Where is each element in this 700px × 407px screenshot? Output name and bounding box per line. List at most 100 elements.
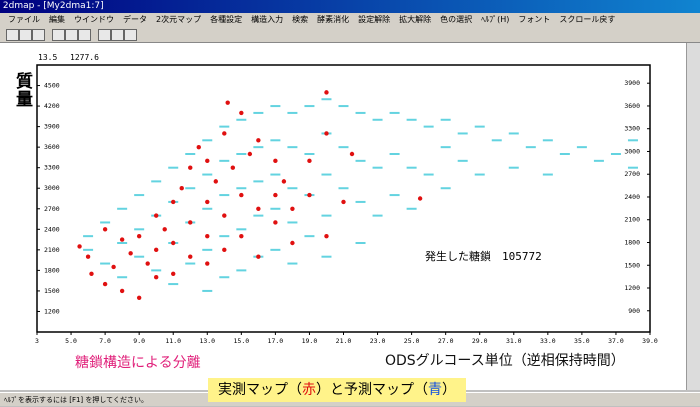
x-tick-label: 19.0	[302, 337, 318, 345]
x-tick-label: 5.0	[65, 337, 77, 345]
measured-point	[205, 199, 210, 205]
tool-about[interactable]	[111, 29, 124, 41]
predicted-point	[219, 159, 230, 162]
predicted-point	[372, 166, 383, 169]
menu-item[interactable]: ウインドウ	[74, 15, 114, 24]
measured-point	[111, 264, 116, 270]
measured-point	[247, 151, 253, 157]
measured-point	[205, 233, 210, 239]
x-tick-label: 13.0	[199, 337, 215, 345]
measured-point	[136, 233, 142, 239]
predicted-point	[270, 139, 281, 142]
measured-point	[153, 275, 159, 280]
x-tick-label: 21.0	[336, 337, 352, 345]
measured-point	[349, 151, 355, 157]
tool-print[interactable]	[98, 29, 111, 41]
predicted-point	[134, 228, 145, 231]
caption-part: ）	[442, 382, 456, 398]
measured-point	[281, 179, 287, 184]
measured-point	[307, 158, 312, 164]
predicted-point	[202, 173, 213, 176]
predicted-point	[372, 118, 383, 121]
plot-frame	[36, 64, 651, 333]
measured-point	[239, 233, 244, 239]
measured-point	[188, 165, 193, 170]
measured-point	[307, 192, 312, 198]
measured-point	[225, 100, 230, 105]
menu-item[interactable]: ﾍﾙﾌﾟ(H)	[481, 15, 510, 24]
predicted-point	[236, 153, 247, 155]
measured-point	[171, 271, 176, 277]
caption-bottom: 実測マップ（赤）と予測マップ（青）	[208, 378, 466, 402]
predicted-point	[219, 194, 230, 197]
predicted-point	[389, 153, 400, 155]
menu-item[interactable]: 構造入力	[251, 15, 284, 24]
tool-copy[interactable]	[65, 29, 78, 41]
predicted-point	[525, 146, 536, 149]
predicted-point	[168, 166, 179, 169]
y-tick-label: 1800	[44, 266, 60, 274]
corner-left: 13.5	[38, 53, 57, 62]
predicted-point	[593, 159, 604, 162]
tool-save[interactable]	[32, 29, 45, 41]
tool-cut[interactable]	[52, 29, 65, 41]
menu-item[interactable]: 検索	[292, 15, 309, 24]
menu-item[interactable]: 酵素消化	[317, 15, 350, 24]
predicted-point	[83, 248, 94, 251]
predicted-point	[270, 248, 281, 251]
tool-open[interactable]	[19, 29, 32, 41]
predicted-point	[321, 98, 332, 101]
predicted-point	[270, 207, 281, 210]
tool-new[interactable]	[6, 29, 19, 41]
menu-item[interactable]: 2次元マップ	[156, 15, 202, 24]
predicted-point	[423, 173, 434, 176]
y-tick-label: 2400	[44, 225, 60, 233]
predicted-point	[219, 235, 230, 238]
predicted-point	[576, 146, 587, 149]
menu-item[interactable]: フォント	[518, 15, 551, 24]
y-tick-label: 1200	[44, 307, 60, 315]
predicted-point	[610, 153, 621, 155]
measured-point	[417, 196, 423, 201]
measured-point	[85, 254, 91, 259]
measured-point	[222, 213, 227, 218]
menu-item[interactable]: ファイル	[8, 15, 40, 24]
menu-item[interactable]: スクロール戻す	[559, 15, 616, 24]
vertical-scrollbar[interactable]	[686, 43, 700, 390]
menu-item[interactable]: 拡大解除	[399, 15, 432, 24]
measured-point	[102, 227, 108, 232]
menu-item[interactable]: 色の選択	[440, 15, 473, 24]
measured-point	[222, 131, 227, 136]
menu-item[interactable]: 各種設定	[210, 15, 243, 24]
predicted-point	[202, 248, 213, 251]
predicted-point	[117, 242, 128, 244]
menu-bar: ファイル 編集 ウインドウ データ 2次元マップ 各種設定 構造入力 検索 酵素消化 設定解除 拡大…	[0, 13, 700, 27]
measured-point	[324, 131, 329, 136]
predicted-point	[236, 187, 247, 190]
predicted-point	[627, 139, 638, 142]
chart: 13.5 1277.63 5.0 7.0 9.0 11.0 13.0 15.0 17.0 19.0…	[35, 53, 658, 345]
predicted-point	[236, 269, 247, 272]
measured-point	[153, 247, 159, 253]
predicted-point	[202, 289, 213, 292]
menu-item[interactable]: 編集	[49, 15, 65, 24]
predicted-point	[202, 207, 213, 210]
measured-point	[205, 261, 210, 266]
measured-point	[188, 220, 193, 225]
x-tick-label: 33.0	[540, 337, 556, 345]
y-tick-label: 4500	[44, 82, 60, 90]
predicted-point	[219, 276, 230, 279]
tool-paste[interactable]	[78, 29, 91, 41]
menu-item[interactable]: 設定解除	[358, 15, 391, 24]
predicted-point	[253, 214, 264, 217]
tool-help[interactable]	[124, 29, 137, 41]
measured-point	[128, 251, 133, 256]
predicted-point	[542, 139, 553, 142]
predicted-point	[287, 146, 298, 149]
measured-point	[196, 144, 201, 150]
caption-blue: 青	[428, 382, 442, 398]
menu-item[interactable]: データ	[123, 15, 147, 24]
measured-point	[89, 271, 94, 277]
caption-left: 糖鎖構造による分離	[75, 355, 201, 371]
